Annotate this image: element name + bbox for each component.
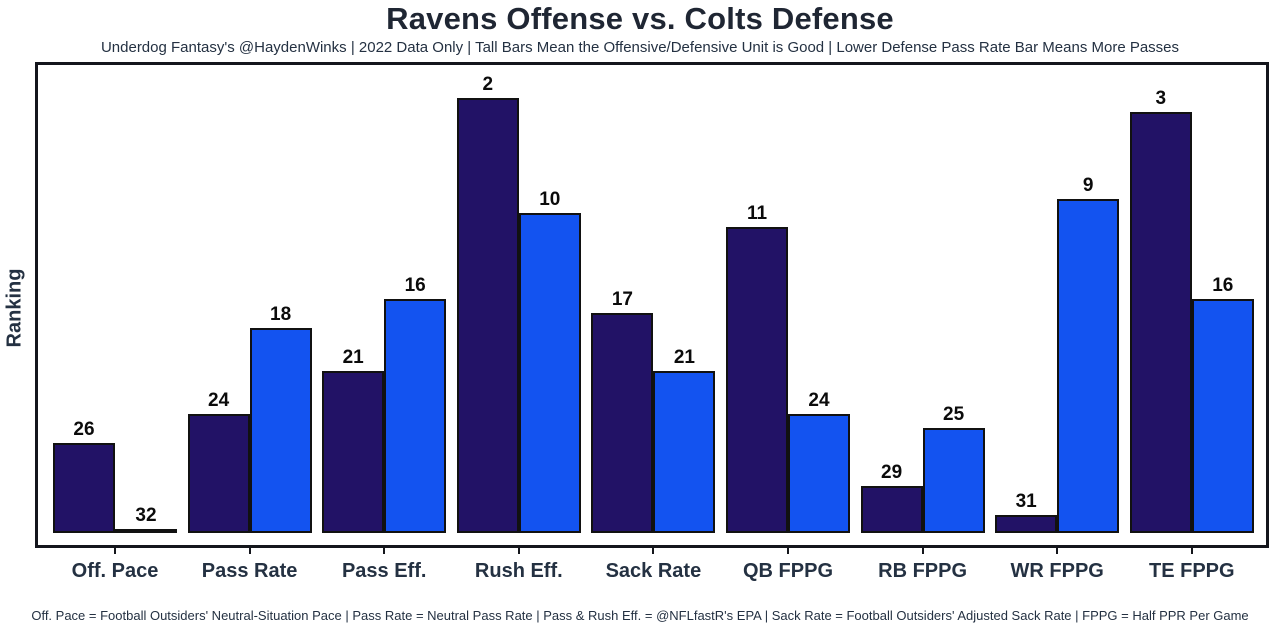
bar-value-label: 3 bbox=[1155, 88, 1167, 110]
bar-wr-fppg-offense: 31 bbox=[995, 491, 1058, 533]
bar-value-label: 24 bbox=[208, 390, 230, 412]
x-axis-tick bbox=[652, 548, 655, 554]
bar-value-label: 17 bbox=[611, 289, 633, 311]
bar-qb-fppg-offense: 11 bbox=[726, 203, 788, 533]
bar-qb-fppg-defense: 24 bbox=[788, 390, 850, 533]
bar-pass-eff-offense: 21 bbox=[322, 347, 385, 533]
bar-value-label: 26 bbox=[73, 418, 95, 440]
bar-value-label: 10 bbox=[539, 188, 561, 210]
x-axis-label-rb-fppg: RB FPPG bbox=[878, 560, 968, 582]
bar-group-pass-rate: 24 18 bbox=[187, 304, 312, 533]
chart-title: Ravens Offense vs. Colts Defense bbox=[386, 1, 894, 36]
bar-rush-eff-defense: 10 bbox=[518, 189, 581, 533]
bar-value-label: 21 bbox=[342, 346, 364, 368]
bar-value-label: 21 bbox=[673, 346, 695, 368]
x-axis-tick bbox=[921, 548, 924, 554]
bar-group-qb-fppg: 11 24 bbox=[726, 203, 850, 533]
bar-value-label: 29 bbox=[881, 461, 903, 483]
x-axis-label-rush-eff: Rush Eff. bbox=[474, 560, 563, 582]
bar-group-te-fppg: 3 16 bbox=[1129, 88, 1254, 533]
x-axis-label-te-fppg: TE FPPG bbox=[1149, 560, 1235, 582]
x-axis-label-pass-eff: Pass Eff. bbox=[341, 560, 427, 582]
bar-wr-fppg-defense: 9 bbox=[1057, 175, 1120, 533]
x-axis-tick bbox=[248, 548, 251, 554]
x-axis-tick bbox=[1056, 548, 1059, 554]
bar-value-label: 16 bbox=[404, 275, 426, 297]
bar-value-label: 18 bbox=[270, 303, 292, 325]
x-axis-tick bbox=[1190, 548, 1193, 554]
bar-value-label: 24 bbox=[808, 390, 830, 412]
bar-value-label: 16 bbox=[1212, 275, 1234, 297]
bar-group-pass-eff: 21 16 bbox=[322, 275, 447, 533]
bar-rush-eff-offense: 2 bbox=[456, 74, 519, 533]
x-axis-label-wr-fppg: WR FPPG bbox=[1010, 560, 1104, 582]
x-axis-tick bbox=[383, 548, 386, 554]
bar-te-fppg-offense: 3 bbox=[1129, 88, 1192, 533]
bar-group-wr-fppg: 31 9 bbox=[995, 175, 1120, 533]
bar-value-label: 32 bbox=[135, 505, 157, 526]
bar-group-sack-rate: 17 21 bbox=[591, 289, 716, 533]
x-axis-tick bbox=[114, 548, 116, 554]
plot-area: 26 32 Off. Pace 24 18 Pass Rate 21 16 Pass Eff. 2… bbox=[35, 62, 1269, 582]
bar-pass-rate-offense: 24 bbox=[187, 390, 250, 533]
bar-te-fppg-defense: 16 bbox=[1191, 275, 1254, 533]
bar-value-label: 25 bbox=[943, 404, 965, 426]
x-axis-label-qb-fppg: QB FPPG bbox=[742, 560, 833, 582]
bar-sack-rate-defense: 21 bbox=[653, 347, 716, 533]
bar-rb-fppg-offense: 29 bbox=[860, 462, 923, 533]
bar-pass-eff-defense: 16 bbox=[384, 275, 447, 533]
bar-group-rush-eff: 2 10 bbox=[456, 74, 581, 533]
bar-sack-rate-offense: 17 bbox=[591, 289, 654, 533]
bar-value-label: 9 bbox=[1082, 174, 1094, 196]
x-axis-label-pass-rate: Pass Rate bbox=[201, 560, 298, 582]
y-axis-title: Ranking bbox=[3, 268, 26, 348]
bar-value-label: 11 bbox=[746, 203, 768, 225]
bar-rb-fppg-defense: 25 bbox=[922, 404, 985, 533]
x-axis-label-off-pace: Off. Pace bbox=[71, 560, 159, 582]
bar-off-pace-offense: 26 bbox=[53, 419, 115, 533]
chart-subtitle: Underdog Fantasy's @HaydenWinks | 2022 D… bbox=[100, 39, 1180, 56]
footnote: Off. Pace = Football Outsiders' Neutral-… bbox=[31, 608, 1249, 623]
x-axis-tick bbox=[787, 548, 789, 554]
bar-value-label: 2 bbox=[482, 73, 494, 95]
bar-value-label: 31 bbox=[1015, 490, 1037, 512]
x-axis-label-sack-rate: Sack Rate bbox=[605, 560, 702, 582]
bar-group-rb-fppg: 29 25 bbox=[860, 404, 985, 533]
bar-off-pace-defense: 32 bbox=[115, 505, 177, 533]
bar-group-off-pace: 26 32 bbox=[53, 419, 177, 533]
x-axis-tick bbox=[517, 548, 520, 554]
bar-pass-rate-defense: 18 bbox=[249, 304, 312, 533]
